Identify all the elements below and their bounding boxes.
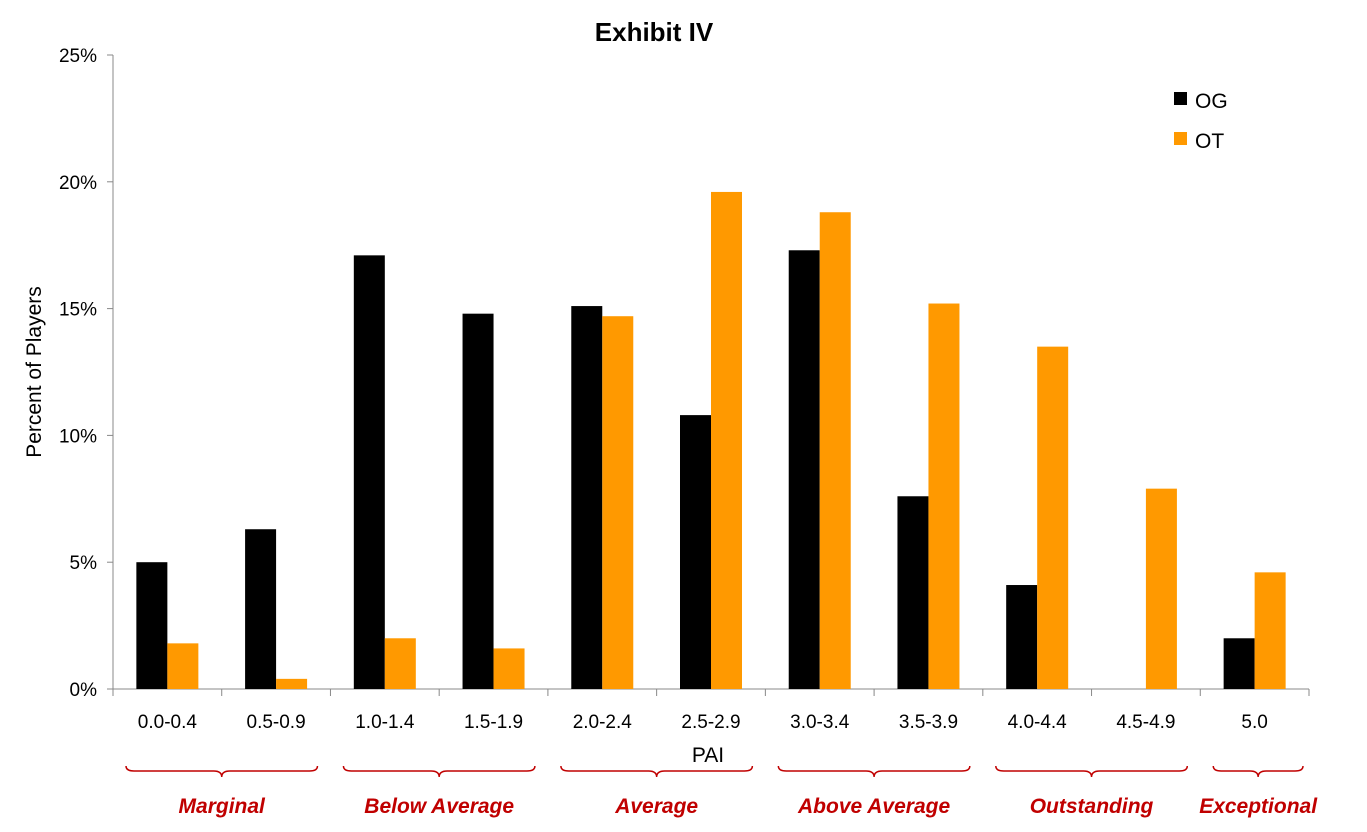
x-tick-label: 5.0: [1241, 712, 1267, 733]
y-tick-label: 20%: [59, 173, 97, 194]
group-label: Below Average: [364, 795, 514, 818]
category-groups: Marginal Below Average Average Above Averag…: [125, 765, 1318, 818]
legend: OG OT: [1174, 90, 1228, 153]
bar-OG: [788, 250, 820, 689]
group-brace: [560, 765, 754, 778]
bar-OG: [897, 496, 929, 689]
x-tick-label: 3.5-3.9: [899, 712, 958, 733]
x-tick-label: 4.0-4.4: [1008, 712, 1068, 733]
x-tick-label: 1.0-1.4: [355, 712, 415, 733]
bar-OG: [462, 313, 494, 689]
bar-OG: [1223, 638, 1255, 689]
bar-OG: [353, 255, 385, 689]
group-brace: [995, 765, 1189, 778]
y-tick-label: 0%: [70, 680, 98, 701]
legend-swatch-OT: [1174, 132, 1187, 145]
group-brace: [777, 765, 971, 778]
bar-OT: [167, 643, 199, 689]
legend-label-OT: OT: [1195, 130, 1224, 153]
bar-OT: [384, 638, 416, 689]
x-tick-label: 0.5-0.9: [247, 712, 306, 733]
bar-OG: [136, 562, 168, 689]
bar-OG: [1006, 585, 1038, 689]
bar-OT: [1037, 346, 1069, 689]
x-tick-label: 2.5-2.9: [681, 712, 740, 733]
group-label: Exceptional: [1199, 795, 1318, 818]
x-tick-label: 1.5-1.9: [464, 712, 523, 733]
x-tick-label: 3.0-3.4: [790, 712, 850, 733]
bar-OG: [245, 529, 277, 689]
x-axis-label: PAI: [692, 744, 724, 767]
group-brace: [342, 765, 536, 778]
group-label: Outstanding: [1030, 795, 1154, 818]
group-label: Above Average: [797, 795, 950, 818]
bar-OT: [276, 678, 308, 689]
series-OT: [167, 191, 1286, 689]
bar-OT: [602, 316, 634, 689]
bar-OT: [493, 648, 525, 689]
bar-OT: [1145, 488, 1177, 689]
group-label: Marginal: [179, 795, 267, 818]
x-tick-label: 0.0-0.4: [138, 712, 198, 733]
group-brace: [125, 765, 319, 778]
y-axis-label: Percent of Players: [23, 286, 46, 458]
series-OG: [136, 250, 1255, 689]
legend-label-OG: OG: [1195, 90, 1228, 113]
x-tick-label: 2.0-2.4: [573, 712, 633, 733]
bar-OT: [819, 212, 851, 689]
group-label: Average: [614, 795, 698, 818]
bars: [136, 191, 1286, 689]
y-tick-label: 25%: [59, 46, 97, 67]
y-tick-label: 5%: [70, 553, 98, 574]
x-tick-label: 4.5-4.9: [1116, 712, 1175, 733]
x-tick-labels: 0.0-0.4 0.5-0.9 1.0-1.4 1.5-1.9 2.0-2.4 2.5-2…: [138, 712, 1268, 733]
y-tick-labels: 0% 5% 10% 15% 20% 25%: [59, 46, 97, 701]
group-brace: [1212, 765, 1304, 778]
bar-OG: [571, 306, 603, 689]
chart-title: Exhibit IV: [595, 17, 714, 47]
y-tick-label: 15%: [59, 300, 97, 321]
bar-OT: [928, 303, 960, 689]
bar-OT: [1254, 572, 1286, 689]
bar-OG: [680, 415, 711, 689]
legend-swatch-OG: [1174, 92, 1187, 105]
bar-OT: [711, 191, 742, 689]
y-tick-label: 10%: [59, 426, 97, 447]
